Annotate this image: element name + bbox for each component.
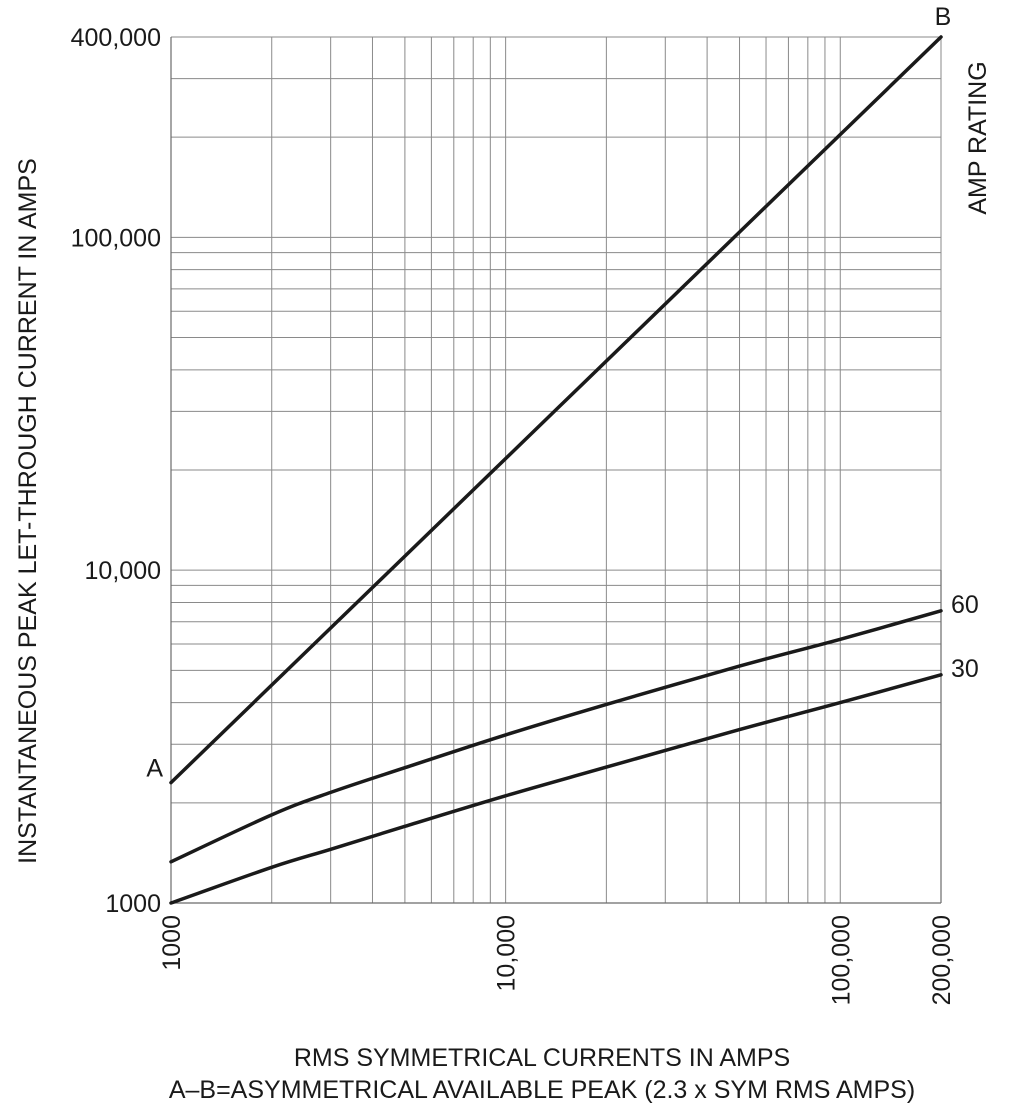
x-tick-label: 100,000 bbox=[827, 915, 855, 1005]
curve-end-label: 30 bbox=[951, 655, 979, 683]
series-line-0 bbox=[169, 35, 943, 785]
y-tick-label: 400,000 bbox=[71, 24, 161, 52]
curve-labels: A B 60 30 bbox=[146, 3, 979, 783]
curve-start-label: A bbox=[146, 755, 163, 783]
x-axis-label: RMS SYMMETRICAL CURRENTS IN AMPS bbox=[294, 1044, 790, 1072]
y-tick-label: 1000 bbox=[105, 890, 161, 918]
chart-caption: A–B=ASYMMETRICAL AVAILABLE PEAK (2.3 x S… bbox=[169, 1076, 915, 1104]
grid bbox=[170, 36, 942, 904]
series-line-1 bbox=[169, 609, 943, 864]
curve-end-label: B bbox=[935, 3, 952, 31]
x-tick-labels: 1000 10,000 100,000 200,000 bbox=[158, 915, 956, 1005]
plot-frame bbox=[170, 37, 942, 904]
curve-end-label: 60 bbox=[951, 591, 979, 619]
y-tick-label: 10,000 bbox=[85, 557, 161, 585]
y-tick-labels: 1000 10,000 100,000 400,000 bbox=[71, 24, 161, 918]
x-tick-label: 1000 bbox=[158, 915, 186, 971]
right-axis-label: AMP RATING bbox=[964, 61, 992, 214]
y-axis-label: INSTANTANEOUS PEAK LET-THROUGH CURRENT I… bbox=[14, 158, 42, 864]
series-group bbox=[169, 35, 943, 905]
series-line-2 bbox=[169, 673, 943, 905]
y-tick-label: 100,000 bbox=[71, 224, 161, 252]
x-tick-label: 200,000 bbox=[928, 915, 956, 1005]
x-tick-label: 10,000 bbox=[493, 915, 521, 991]
